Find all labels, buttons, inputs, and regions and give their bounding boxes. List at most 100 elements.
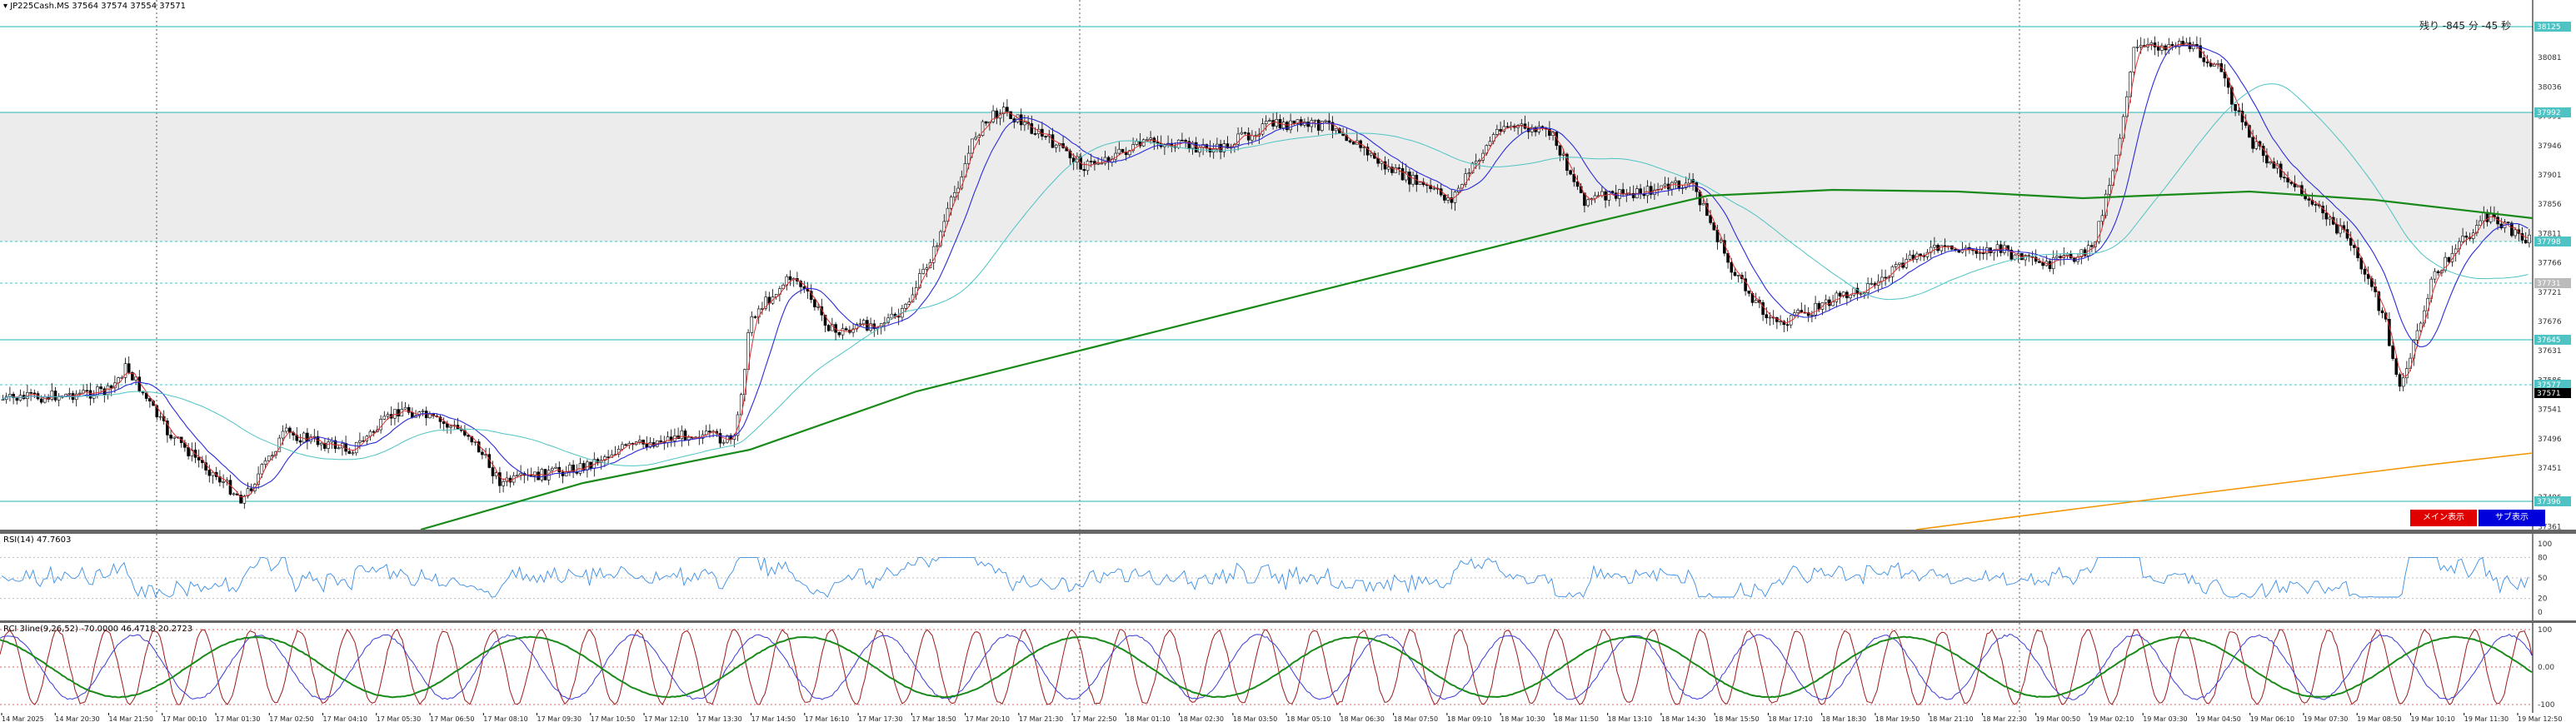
candle — [750, 311, 754, 336]
candle — [1674, 177, 1677, 190]
rci-pane[interactable]: 100 0.00 -100 RCI 3line(9,26,52) -70.0000 … — [0, 623, 2576, 713]
candle — [337, 444, 341, 450]
rsi-chart[interactable]: 100 80 50 20 0 — [0, 534, 2576, 620]
candle — [1785, 317, 1790, 331]
candle — [2205, 54, 2209, 67]
candle — [642, 439, 645, 450]
candle — [1187, 137, 1191, 153]
candle — [148, 396, 152, 408]
svg-text:37571: 37571 — [2537, 390, 2561, 398]
time-tick-label: 17 Mar 22:50 — [1072, 715, 1116, 722]
candle — [1009, 111, 1012, 119]
candle — [858, 318, 862, 326]
candle — [1306, 117, 1310, 132]
candle — [1709, 210, 1712, 226]
time-tick-label: 14 Mar 20:30 — [55, 715, 99, 722]
candle — [2240, 102, 2244, 131]
candle — [1330, 116, 1335, 138]
rci-chart[interactable]: 100 0.00 -100 — [0, 623, 2576, 713]
time-tick-label: 14 Mar 2025 — [2, 715, 44, 722]
time-tick-label: 17 Mar 10:50 — [591, 715, 635, 722]
candle — [2339, 217, 2342, 237]
pane-separator[interactable] — [0, 620, 2576, 623]
price-chart[interactable]: 3812438081380363799137946379013785637811… — [0, 0, 2576, 531]
candle — [586, 459, 589, 478]
candle — [1446, 193, 1450, 204]
candle — [2009, 246, 2014, 261]
time-tick-label: 18 Mar 22:30 — [1982, 715, 2026, 722]
candle — [1390, 163, 1394, 176]
candle — [1117, 142, 1121, 156]
candle — [18, 389, 22, 402]
candle — [2213, 62, 2216, 67]
candle — [298, 434, 302, 446]
range-zone — [0, 112, 2533, 241]
time-tick-label: 17 Mar 16:10 — [805, 715, 849, 722]
time-tick-label: 18 Mar 15:50 — [1715, 715, 1759, 722]
main-view-button[interactable]: メイン表示 — [2410, 510, 2477, 526]
candle — [2353, 242, 2356, 256]
candle — [1324, 119, 1327, 123]
candle — [393, 409, 397, 426]
rci-long-line — [0, 635, 2533, 699]
candle — [1884, 269, 1887, 286]
candle — [1670, 181, 1674, 196]
rsi-pane[interactable]: 100 80 50 20 0 RSI(14) 47.7603 — [0, 534, 2576, 620]
time-tick-label: 17 Mar 06:50 — [430, 715, 474, 722]
main-chart-pane[interactable]: 3812438081380363799137946379013785637811… — [0, 0, 2576, 531]
candle — [1726, 250, 1730, 269]
sub-view-button[interactable]: サブ表示 — [2479, 510, 2545, 526]
candle — [683, 428, 687, 441]
candle — [1327, 112, 1331, 131]
candle — [2436, 270, 2440, 276]
candle — [1796, 308, 1800, 319]
candle — [1733, 267, 1737, 276]
candle — [2073, 257, 2076, 264]
time-tick-label: 18 Mar 03:50 — [1233, 715, 1277, 722]
candle — [2184, 37, 2189, 47]
candle — [421, 408, 425, 416]
candle — [2164, 43, 2167, 56]
collapse-icon[interactable]: ▾ — [3, 2, 11, 11]
candle — [1730, 258, 1734, 280]
candle — [2219, 59, 2224, 72]
candle — [312, 428, 317, 442]
candle — [564, 466, 568, 476]
candle — [407, 404, 411, 416]
price-tick-label: 37541 — [2538, 406, 2562, 415]
candle — [498, 466, 502, 493]
candle — [1939, 245, 1944, 255]
candle — [764, 291, 767, 311]
candle — [1467, 168, 1471, 181]
candle — [1793, 309, 1796, 318]
candle — [179, 436, 183, 448]
chart-title: ▾ JP225Cash.MS 37564 37574 37554 37571 — [3, 2, 186, 12]
candle — [452, 420, 457, 431]
candle — [1695, 182, 1699, 200]
rci-tick-label: 100 — [2538, 626, 2552, 635]
candle — [851, 323, 855, 337]
candle — [8, 386, 12, 401]
time-tick-label: 17 Mar 08:10 — [483, 715, 527, 722]
candle — [2191, 41, 2195, 52]
candle — [502, 478, 505, 493]
candle — [925, 263, 929, 277]
candle — [866, 316, 869, 332]
candle — [1575, 175, 1580, 191]
candle — [92, 390, 96, 403]
candle — [1824, 294, 1828, 311]
candle — [771, 289, 775, 306]
svg-text:37992: 37992 — [2537, 109, 2561, 117]
candle — [1929, 240, 1933, 259]
rci-tick-label: -100 — [2538, 701, 2555, 710]
candle — [991, 105, 995, 124]
candle — [330, 437, 334, 450]
candle — [1348, 139, 1352, 144]
candle — [379, 415, 382, 434]
pane-separator[interactable] — [0, 530, 2576, 534]
candle — [246, 482, 250, 499]
candle — [1243, 131, 1247, 136]
candle — [267, 456, 271, 461]
candle — [438, 414, 442, 429]
candle — [1226, 136, 1230, 149]
